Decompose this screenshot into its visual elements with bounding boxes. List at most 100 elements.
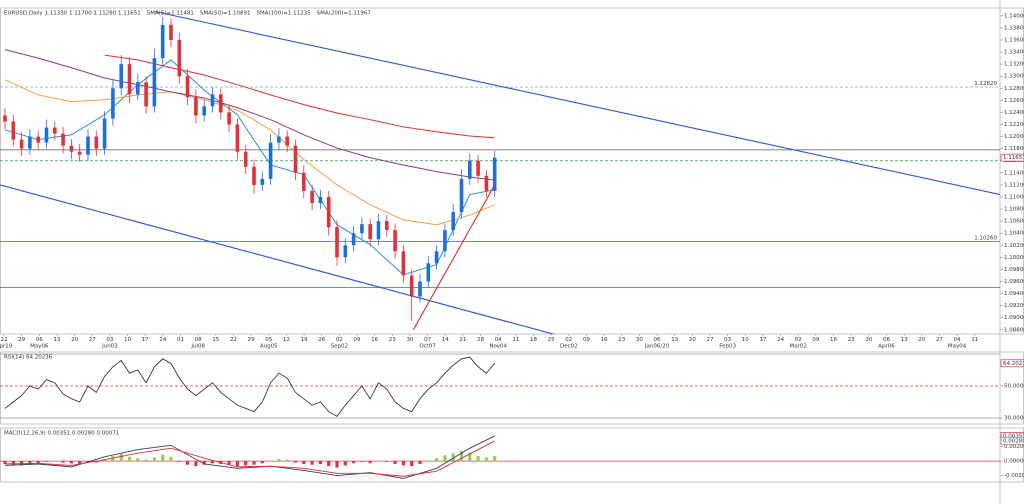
candle-body bbox=[53, 127, 57, 134]
candle-body bbox=[144, 82, 148, 107]
candle-body bbox=[111, 88, 115, 119]
date-label: 06 bbox=[654, 337, 661, 343]
macd-histogram-bar bbox=[169, 456, 173, 462]
candle-body bbox=[376, 221, 381, 240]
moving-average-line bbox=[4, 59, 495, 276]
date-label: 30 bbox=[406, 337, 413, 343]
date-label: 10 bbox=[742, 337, 749, 343]
date-label: 22 bbox=[1, 337, 8, 343]
month-label: Aug05 bbox=[260, 344, 278, 350]
month-label: Apr19 bbox=[0, 344, 13, 350]
candle-body bbox=[484, 175, 489, 191]
month-label: Jul08 bbox=[190, 344, 205, 350]
date-label: 30 bbox=[865, 337, 872, 343]
candle-body bbox=[160, 24, 165, 59]
date-label: 20 bbox=[918, 337, 925, 343]
macd-histogram-bar bbox=[78, 461, 82, 464]
level-label: 1.12820 bbox=[974, 81, 997, 87]
value-tag bbox=[1000, 153, 1024, 162]
month-label: May04 bbox=[948, 344, 967, 350]
date-label: 12 bbox=[283, 337, 290, 343]
y-tick-label: 1.10200 bbox=[1004, 243, 1024, 249]
date-label: 02 bbox=[336, 337, 343, 343]
date-label: 05 bbox=[265, 337, 272, 343]
candle-body bbox=[310, 190, 314, 203]
macd-histogram-bar bbox=[36, 461, 40, 464]
macd-histogram-bar bbox=[152, 457, 156, 462]
month-label: Nov04 bbox=[489, 344, 507, 350]
macd-histogram-bar bbox=[285, 459, 289, 462]
candle-body bbox=[177, 39, 182, 77]
candle-body bbox=[285, 136, 289, 146]
macd-histogram-bar bbox=[260, 461, 264, 464]
candle-body bbox=[69, 145, 74, 152]
month-label: Dec02 bbox=[560, 344, 578, 350]
y-tick-label: 1.12800 bbox=[1004, 86, 1024, 92]
y-tick-label: 1.12200 bbox=[1004, 122, 1024, 128]
macd-histogram-bar bbox=[410, 461, 414, 467]
candle-body bbox=[235, 124, 240, 152]
date-label: 16 bbox=[601, 337, 608, 343]
macd-histogram-bar bbox=[11, 461, 15, 465]
macd-histogram-bar bbox=[44, 461, 49, 462]
macd-histogram-bar bbox=[302, 461, 306, 464]
date-label: 28 bbox=[477, 337, 484, 343]
date-label: 23 bbox=[389, 337, 396, 343]
macd-histogram-bar bbox=[418, 461, 422, 464]
macd-histogram-bar bbox=[368, 461, 372, 464]
month-label: Apr06 bbox=[878, 344, 895, 350]
date-label: 06 bbox=[883, 337, 890, 343]
date-label: 04 bbox=[954, 337, 961, 343]
candle-body bbox=[3, 115, 7, 122]
candle-body bbox=[326, 196, 331, 228]
y-tick-label: 1.11200 bbox=[1004, 182, 1024, 188]
date-label: 26 bbox=[318, 337, 325, 343]
date-label: 01 bbox=[177, 337, 184, 343]
macd-histogram-bar bbox=[186, 461, 190, 465]
macd-histogram-bar bbox=[451, 453, 455, 462]
trendline bbox=[412, 184, 496, 331]
macd-histogram-bar bbox=[144, 459, 148, 462]
macd-histogram-bar bbox=[119, 453, 123, 462]
candle-body bbox=[77, 151, 82, 155]
candle-body bbox=[194, 97, 198, 116]
macd-histogram-bar bbox=[426, 460, 430, 462]
date-label: 16 bbox=[371, 337, 378, 343]
macd-histogram-bar bbox=[244, 461, 248, 466]
macd-histogram-bar bbox=[335, 461, 339, 468]
macd-histogram-bar bbox=[376, 461, 381, 462]
month-label: Jan06/20 bbox=[644, 344, 670, 350]
y-tick-label: 1.09200 bbox=[1004, 303, 1024, 309]
candle-body bbox=[243, 151, 248, 167]
macd-histogram-bar bbox=[476, 456, 480, 462]
date-label: 30 bbox=[636, 337, 643, 343]
macd-histogram-bar bbox=[161, 454, 165, 462]
macd-histogram-bar bbox=[293, 461, 298, 463]
macd-histogram-bar bbox=[435, 458, 439, 462]
candle-body bbox=[318, 196, 323, 203]
y-tick-label: 50.00000 bbox=[1004, 384, 1024, 390]
y-tick-label: 1.13800 bbox=[1004, 25, 1024, 31]
candle-body bbox=[136, 82, 140, 95]
macd-histogram-bar bbox=[352, 461, 356, 464]
y-tick-label: 1.12600 bbox=[1004, 98, 1024, 104]
candle-body bbox=[277, 136, 281, 143]
candle-body bbox=[459, 178, 464, 213]
plot-area bbox=[0, 435, 1000, 479]
value-tag bbox=[1000, 359, 1024, 368]
date-label: 16 bbox=[830, 337, 837, 343]
y-tick-label: 0.00000 bbox=[1004, 459, 1024, 465]
date-label: 27 bbox=[936, 337, 943, 343]
candle-body bbox=[385, 221, 389, 231]
candle-body bbox=[119, 64, 123, 89]
macd-histogram-bar bbox=[61, 461, 65, 463]
candle-body bbox=[94, 136, 99, 149]
macd-histogram-bar bbox=[28, 461, 32, 464]
date-label: 09 bbox=[812, 337, 819, 343]
date-label: 18 bbox=[530, 337, 537, 343]
value-tag-label: 64.20236 bbox=[1003, 361, 1024, 367]
